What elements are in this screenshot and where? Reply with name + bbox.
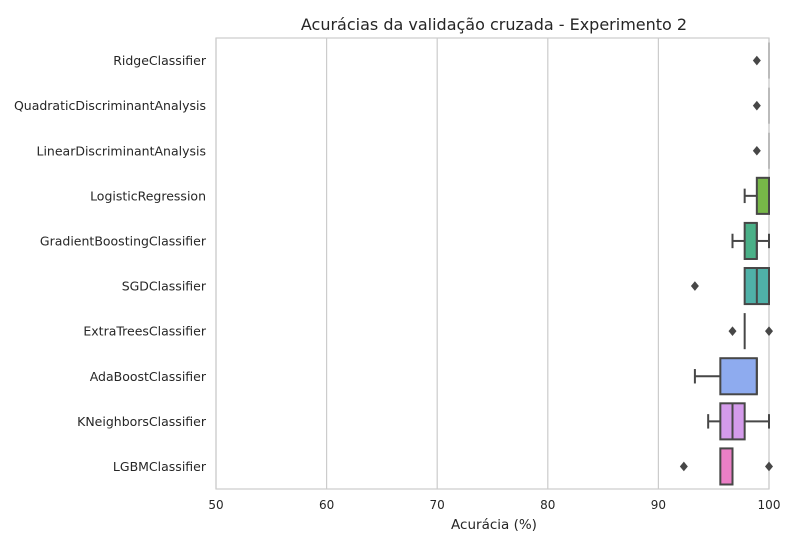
x-tick-label: 70 <box>430 498 445 512</box>
category-label: GradientBoostingClassifier <box>40 233 207 248</box>
category-label: LGBMClassifier <box>113 459 207 474</box>
box-body <box>719 357 758 396</box>
box-QuadraticDiscriminantAnalysis <box>752 87 770 124</box>
outlier-point <box>752 145 761 156</box>
category-label: LogisticRegression <box>90 188 206 203</box>
box-LogisticRegression <box>743 176 770 215</box>
box-GradientBoostingClassifier <box>731 221 770 260</box>
x-tick-label: 100 <box>758 498 781 512</box>
outlier-point <box>679 461 688 472</box>
box-body <box>719 447 734 486</box>
category-label: KNeighborsClassifier <box>77 414 207 429</box>
category-label: AdaBoostClassifier <box>90 369 207 384</box>
box-KNeighborsClassifier <box>707 402 770 441</box>
category-labels: RidgeClassifier QuadraticDiscriminantAnal… <box>14 53 207 474</box>
box-body <box>743 221 758 260</box>
outlier-point <box>765 461 773 472</box>
category-label: SGDClassifier <box>122 279 207 294</box>
box-RidgeClassifier <box>752 42 770 79</box>
x-tick-label: 80 <box>540 498 555 512</box>
box-AdaBoostClassifier <box>693 357 758 396</box>
box-LinearDiscriminantAnalysis <box>752 132 770 169</box>
category-label: LinearDiscriminantAnalysis <box>36 143 206 158</box>
category-label: RidgeClassifier <box>113 53 207 68</box>
x-tick-label: 60 <box>319 498 334 512</box>
outlier-point <box>752 100 761 111</box>
box-body <box>755 176 770 215</box>
chart-title: Acurácias da validação cruzada - Experim… <box>301 15 687 34</box>
box-ExtraTreesClassifier <box>728 313 773 350</box>
category-label: QuadraticDiscriminantAnalysis <box>14 98 206 113</box>
x-axis-label: Acurácia (%) <box>451 517 537 533</box>
box-LGBMClassifier <box>679 447 773 486</box>
outlier-point <box>728 326 737 336</box>
outlier-point <box>690 281 699 291</box>
grid-lines <box>215 38 770 489</box>
x-tick-label: 90 <box>651 498 666 512</box>
outlier-point <box>765 326 773 336</box>
box-SGDClassifier <box>690 267 771 306</box>
outlier-point <box>752 55 761 66</box>
x-tick-labels: 50 60 70 80 90 100 <box>208 498 780 512</box>
category-label: ExtraTreesClassifier <box>83 324 206 339</box>
box-layer <box>679 42 773 486</box>
x-tick-label: 50 <box>208 498 223 512</box>
plot-frame <box>215 37 770 490</box>
